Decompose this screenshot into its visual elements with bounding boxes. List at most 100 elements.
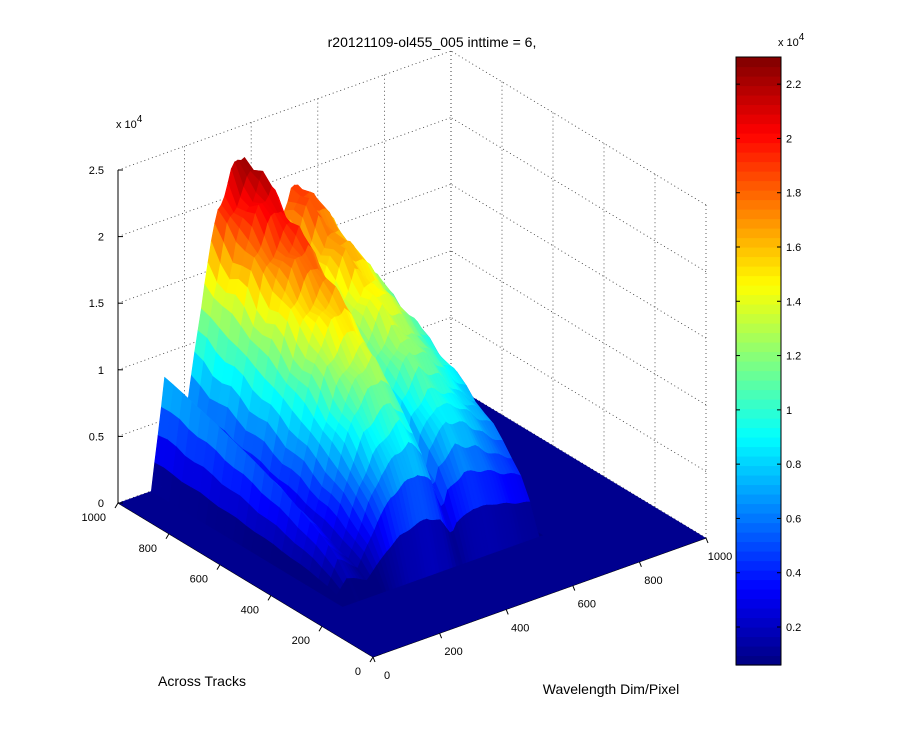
colorbar-segment: [736, 85, 781, 96]
colorbar-tick-label: 1: [786, 405, 792, 417]
colorbar-segment: [736, 494, 781, 505]
colorbar-segment: [736, 342, 781, 353]
colorbar-tick-label: 1.6: [786, 242, 801, 254]
colorbar-segment: [736, 275, 781, 286]
colorbar-frame: [735, 56, 782, 666]
colorbar-segment: [736, 218, 781, 229]
x-tick-mark: [638, 561, 642, 567]
colorbar-segment: [736, 95, 781, 106]
colorbar-segment: [736, 313, 781, 324]
x-tick-mark: [372, 656, 376, 663]
colorbar-segment: [736, 152, 781, 163]
colorbar-tick-label: 0.6: [786, 513, 801, 525]
grid-line: [117, 117, 452, 237]
colorbar-segment: [736, 190, 781, 201]
colorbar-segment: [736, 247, 781, 258]
y-tick-mark: [369, 656, 374, 663]
colorbar-segment: [736, 646, 781, 657]
y-axis-label: Across Tracks: [158, 673, 246, 689]
colorbar-segment: [736, 608, 781, 619]
x-tick-label: 0: [384, 670, 390, 682]
colorbar-segment: [736, 285, 781, 296]
colorbar-segment: [736, 228, 781, 239]
colorbar-segment: [736, 104, 781, 115]
colorbar-tick-label: 1.8: [786, 188, 801, 200]
colorbar-segment: [736, 161, 781, 172]
y-tick-label: 0: [355, 666, 361, 678]
colorbar-segment: [736, 304, 781, 315]
chart-title: r20121109-ol455_005 inttime = 6,: [328, 34, 537, 50]
grid-line: [450, 250, 707, 406]
colorbar-segment: [736, 465, 781, 476]
z-multiplier: x 104: [116, 114, 143, 131]
y-tick-mark: [216, 564, 221, 570]
colorbar-segment: [736, 142, 781, 153]
z-tick-label: 2.5: [89, 165, 104, 177]
colorbar-segment: [736, 266, 781, 277]
y-tick-label: 600: [190, 574, 208, 586]
x-axis-label: Wavelength Dim/Pixel: [543, 681, 679, 697]
z-tick-label: 1.5: [89, 298, 104, 310]
colorbar-segment: [736, 522, 781, 533]
colorbar-segment: [736, 418, 781, 429]
axis-ticks: 0 200 400 600 800 1000 0 200 400 600 800 1000 0 0.5 1 1…: [82, 165, 733, 682]
colorbar-segment: [736, 446, 781, 457]
colorbar-segment: [736, 560, 781, 571]
colorbar-segment: [736, 617, 781, 628]
colorbar-segment: [736, 370, 781, 381]
grid-line: [450, 50, 707, 206]
colorbar-segment: [736, 171, 781, 182]
y-tick-mark: [114, 502, 119, 509]
colorbar-segment: [736, 66, 781, 77]
colorbar-segment: [736, 389, 781, 400]
colorbar-segment: [736, 256, 781, 267]
colorbar-segment: [736, 655, 781, 666]
z-tick-label: 0: [98, 498, 104, 510]
colorbar-segment: [736, 323, 781, 334]
colorbar-segment: [736, 180, 781, 191]
x-tick-label: 800: [644, 575, 662, 587]
colorbar-tick-label: 1.2: [786, 351, 801, 363]
colorbar-segment: [736, 76, 781, 87]
colorbar-segment: [736, 399, 781, 410]
x-tick-mark: [705, 537, 709, 544]
colorbar-segment: [736, 380, 781, 391]
x-tick-label: 1000: [708, 551, 732, 563]
colorbar-segment: [736, 541, 781, 552]
y-tick-mark: [318, 625, 323, 632]
colorbar-multiplier: x 104: [778, 32, 805, 49]
x-tick-mark: [572, 585, 576, 591]
y-tick-label: 1000: [82, 512, 106, 524]
colorbar-segment: [736, 114, 781, 125]
grid-line: [450, 317, 707, 472]
colorbar-segment: [736, 627, 781, 638]
colorbar-segment: [736, 503, 781, 514]
y-tick-mark: [267, 595, 272, 601]
colorbar-segment: [736, 123, 781, 134]
grid-line: [450, 183, 707, 339]
grid-line: [450, 117, 707, 272]
colorbar-segment: [736, 532, 781, 543]
colorbar-segment: [736, 589, 781, 600]
surface-mesh: [118, 157, 706, 657]
colorbar-segment: [736, 437, 781, 448]
x-tick-label: 600: [578, 599, 596, 611]
colorbar-segment: [736, 351, 781, 362]
colorbar-segment: [736, 513, 781, 524]
y-tick-label: 400: [241, 604, 259, 616]
y-tick-label: 800: [139, 543, 157, 555]
grid-line: [117, 50, 452, 171]
colorbar-tick-label: 0.4: [786, 568, 801, 580]
colorbar-segment: [736, 598, 781, 609]
colorbar-segment: [736, 237, 781, 248]
z-tick-label: 0.5: [89, 431, 104, 443]
colorbar-segment: [736, 570, 781, 581]
colorbar-tick-label: 1.4: [786, 296, 801, 308]
colorbar-segment: [736, 332, 781, 343]
colorbar-tick-label: 0.8: [786, 459, 801, 471]
x-tick-label: 400: [511, 622, 529, 634]
x-tick-mark: [505, 609, 509, 615]
colorbar-segment: [736, 199, 781, 210]
colorbar-segment: [736, 456, 781, 467]
